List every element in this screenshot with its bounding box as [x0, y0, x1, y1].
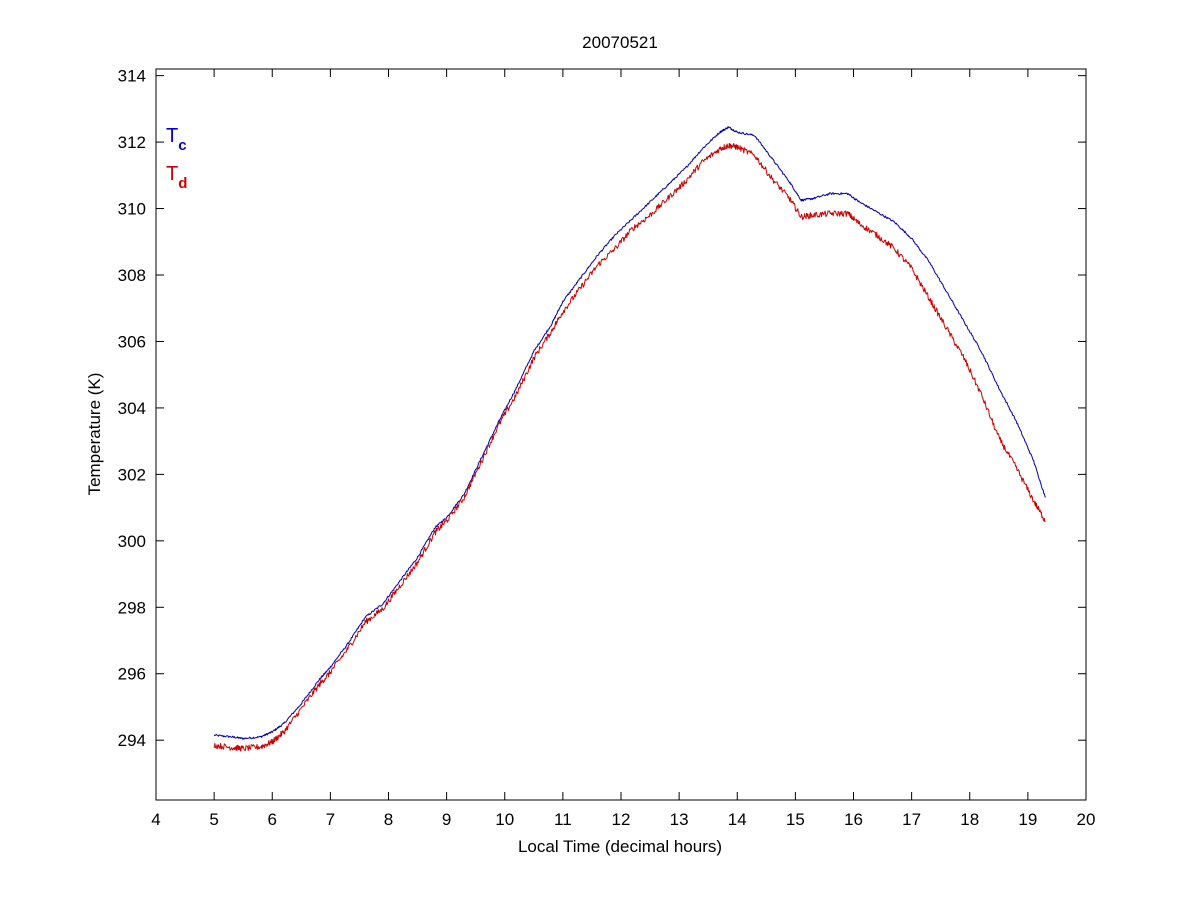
x-tick-label: 4	[151, 810, 160, 829]
x-tick-label: 17	[902, 810, 921, 829]
series-line-tc	[213, 126, 1046, 740]
y-tick-label: 308	[118, 266, 146, 285]
x-tick-label: 12	[612, 810, 631, 829]
x-tick-label: 5	[209, 810, 218, 829]
tick-layer: 4 5 6 7 8 9 10 11 12 13 14 15 16 17 18 19 20 294 296 298 300…	[118, 67, 1096, 829]
x-tick-label: 16	[844, 810, 863, 829]
y-axis-title: Temperature (K)	[85, 373, 104, 496]
x-tick-label: 11	[554, 810, 572, 829]
y-tick-label: 302	[118, 465, 146, 484]
legend-entry-td: Td	[166, 163, 187, 192]
x-tick-label: 20	[1077, 810, 1096, 829]
x-tick-label: 15	[786, 810, 805, 829]
plot-frame	[155, 68, 1087, 801]
x-tick-label: 14	[728, 810, 747, 829]
y-tick-label: 304	[118, 399, 146, 418]
y-tick-label: 298	[118, 598, 146, 617]
legend-entry-td-sub: d	[178, 175, 187, 192]
legend-entry-td-main: T	[166, 163, 178, 185]
legend-entry-tc: Tc	[166, 125, 187, 154]
x-tick-label: 19	[1018, 810, 1037, 829]
y-tick-label: 300	[118, 532, 146, 551]
y-tick-label: 306	[118, 332, 146, 351]
x-tick-label: 9	[442, 810, 451, 829]
y-tick-label: 314	[118, 67, 146, 86]
x-tick-label: 18	[960, 810, 979, 829]
x-tick-label: 6	[268, 810, 277, 829]
legend: Tc Td	[166, 125, 187, 192]
y-tick-label: 296	[118, 665, 146, 684]
series-line-td	[213, 142, 1046, 752]
chart-title: 20070521	[582, 33, 658, 52]
y-tick-label: 310	[118, 200, 146, 219]
x-tick-label: 10	[495, 810, 514, 829]
y-tick-label: 294	[118, 731, 146, 750]
x-tick-label: 13	[670, 810, 689, 829]
x-tick-label: 7	[326, 810, 335, 829]
legend-entry-tc-sub: c	[178, 137, 186, 154]
y-tick-label: 312	[118, 133, 146, 152]
legend-entry-tc-main: T	[166, 125, 178, 147]
plot-layer	[213, 126, 1046, 752]
x-axis-title: Local Time (decimal hours)	[518, 837, 722, 856]
x-tick-label: 8	[384, 810, 393, 829]
